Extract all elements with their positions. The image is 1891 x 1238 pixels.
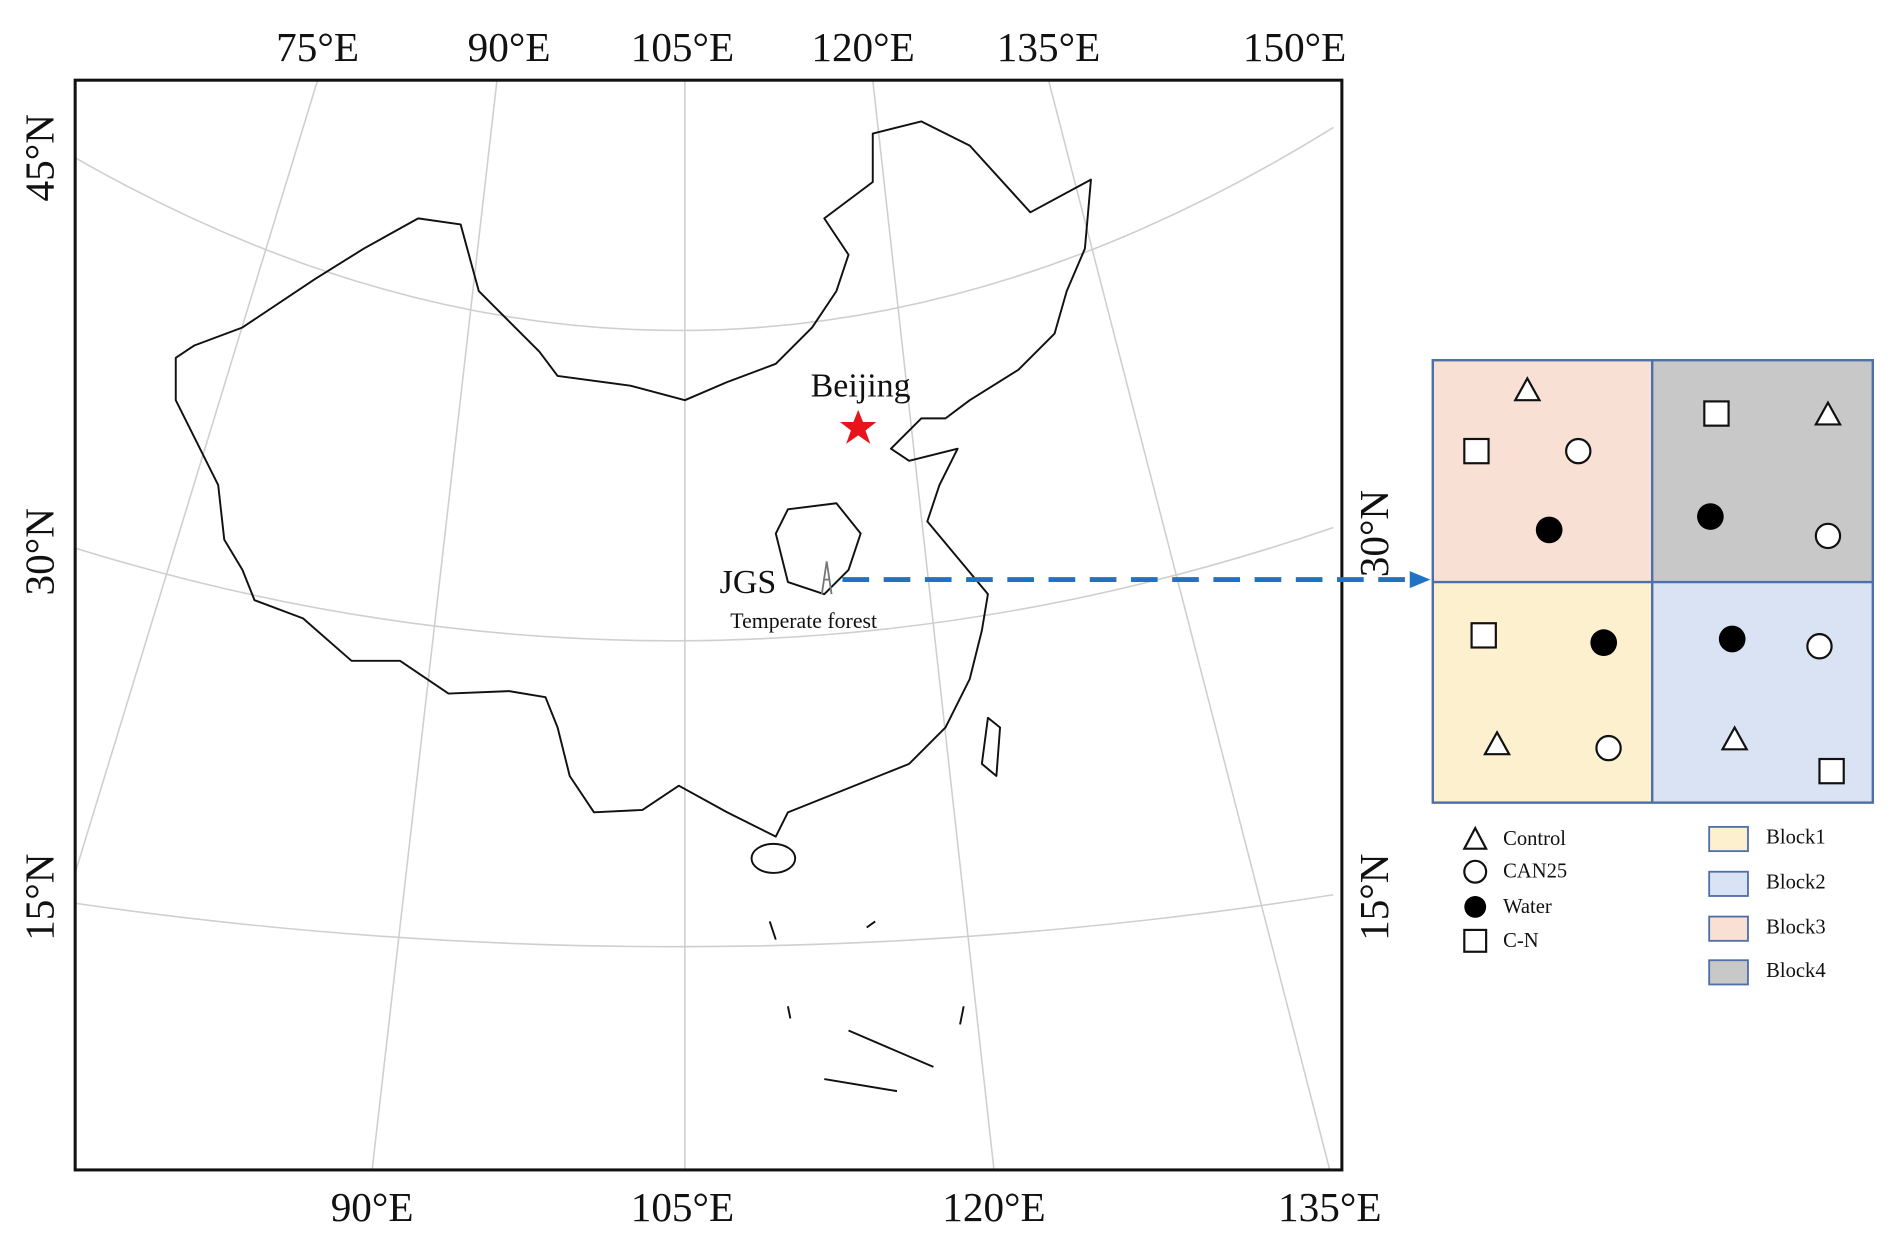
legend-symbol <box>1463 928 1488 953</box>
arrow-head <box>1409 571 1431 589</box>
treatment-symbols <box>1463 376 1845 785</box>
legend-symbol <box>1464 895 1487 918</box>
plot-divider <box>1432 360 1873 803</box>
meridian <box>871 80 995 1171</box>
lat-label: 30°N <box>1351 490 1397 577</box>
lat-label: 30°N <box>16 508 62 595</box>
control-plot <box>1513 376 1542 402</box>
water-plot <box>1535 516 1563 544</box>
legend-swatch <box>1708 870 1749 897</box>
legend: Control CAN25 Water C-N Block1Block2Bloc… <box>1462 825 1826 986</box>
island <box>980 716 1002 777</box>
site-tower <box>820 561 833 595</box>
block <box>1432 582 1653 803</box>
legend-label: Block3 <box>1766 916 1825 938</box>
water-plot <box>1590 629 1618 656</box>
control-plot <box>1483 730 1512 756</box>
lon-label: 105°E <box>631 24 734 70</box>
can25-plot <box>1595 734 1622 762</box>
lon-label: 75°E <box>276 24 359 70</box>
parallel <box>75 893 1334 948</box>
lon-label: 105°E <box>631 1184 734 1230</box>
site-label: JGS <box>720 564 777 601</box>
legend-swatch <box>1708 959 1749 986</box>
legend-label: Block1 <box>1766 827 1825 849</box>
block <box>1652 360 1873 583</box>
china-outline <box>174 120 1092 1093</box>
block-legend: Block1 Block2 Block3 Block4 <box>1708 825 1826 986</box>
cn-plot <box>1470 622 1497 649</box>
lat-label: 15°N <box>1351 853 1397 940</box>
block <box>1432 360 1653 583</box>
control-plot <box>1720 725 1749 751</box>
city-label: Beijing <box>811 368 911 405</box>
cn-plot <box>1463 437 1490 465</box>
province-border <box>774 502 862 596</box>
map-frame <box>73 78 1344 1172</box>
lon-label: 150°E <box>1243 24 1346 70</box>
places: Beijing JGS Temperate forest <box>720 368 1431 633</box>
lon-label: 120°E <box>811 24 914 70</box>
lon-label: 120°E <box>942 1184 1045 1230</box>
lat-label: 15°N <box>16 853 62 940</box>
country-border <box>174 120 1092 838</box>
parallel <box>74 526 1334 642</box>
control-plot <box>1813 400 1842 426</box>
can25-plot <box>1814 522 1842 550</box>
lon-label: 90°E <box>468 24 551 70</box>
graticule <box>74 79 1334 1171</box>
meridian <box>371 80 498 1171</box>
lon-label: 135°E <box>1278 1184 1381 1230</box>
cn-plot <box>1818 757 1845 785</box>
capital-star <box>840 409 877 444</box>
legend-label: Block4 <box>1766 960 1825 982</box>
can25-plot <box>1806 633 1833 660</box>
lon-label: 90°E <box>331 1184 414 1230</box>
legend-label: CAN25 <box>1503 861 1567 883</box>
legend-swatch <box>1708 825 1749 853</box>
legend-symbol <box>1462 825 1488 850</box>
legend-label: Water <box>1503 896 1552 918</box>
legend-swatch <box>1708 915 1749 942</box>
legend-label: C-N <box>1503 930 1539 952</box>
lon-label: 135°E <box>997 24 1100 70</box>
parallel <box>74 126 1334 332</box>
meridian <box>74 79 319 874</box>
plot-layout <box>1431 358 1875 804</box>
cn-plot <box>1703 400 1730 427</box>
water-plot <box>1697 503 1724 530</box>
can25-plot <box>1565 437 1592 465</box>
legend-symbol <box>1463 859 1488 884</box>
meridian <box>1047 79 1331 1171</box>
lat-label: 45°N <box>16 114 62 201</box>
site-type-label: Temperate forest <box>730 609 877 633</box>
legend-label: Block2 <box>1766 872 1825 894</box>
water-plot <box>1718 625 1746 653</box>
legend-label: Control <box>1503 828 1566 850</box>
islands <box>768 920 965 1093</box>
island <box>750 842 797 874</box>
graticule-labels: 75°E 90°E 105°E 120°E 135°E 150°E 90°E 1… <box>16 24 1397 1230</box>
